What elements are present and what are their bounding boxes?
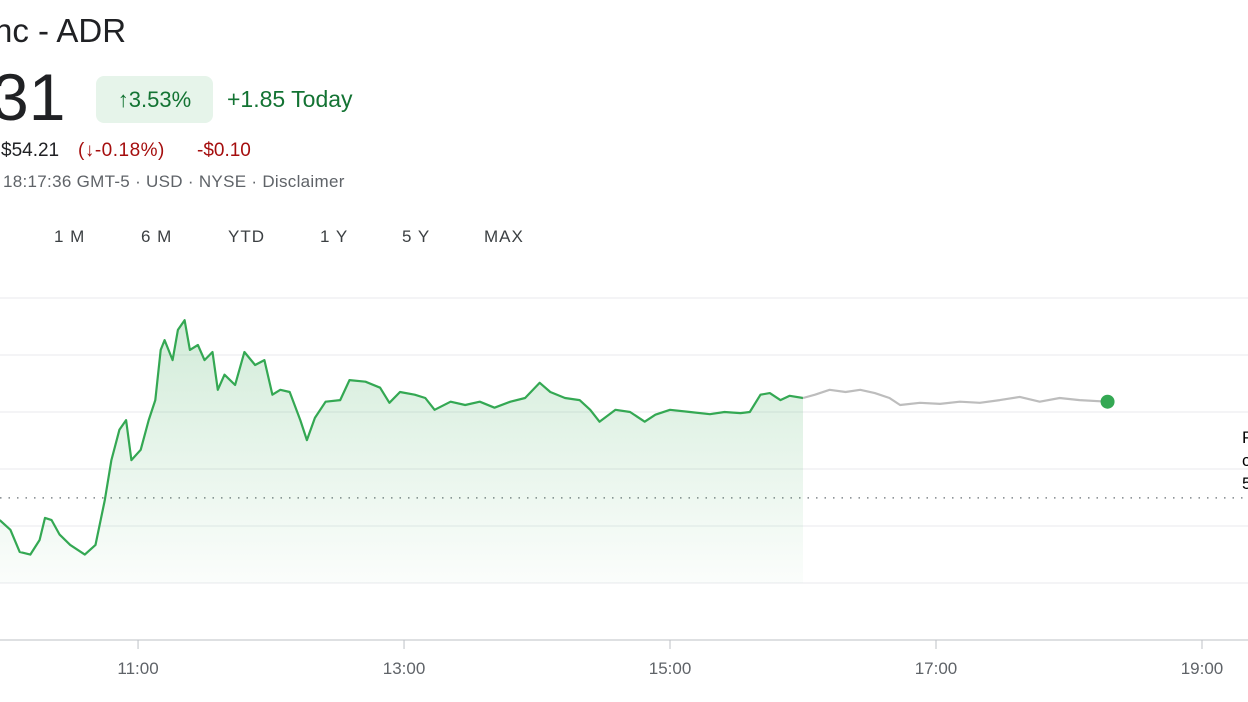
range-tab[interactable]: YTD xyxy=(228,227,265,246)
meta-info: 18:17:36 GMT-5 · USD · NYSE · Disclaimer xyxy=(3,172,345,191)
price: 31 xyxy=(0,60,66,134)
change-badge: ↑3.53% xyxy=(96,76,213,123)
range-tab[interactable]: 5 Y xyxy=(402,227,431,246)
price-line xyxy=(0,319,804,556)
change-today: +1.85 Today xyxy=(227,86,353,112)
range-tab[interactable]: 1 M xyxy=(54,227,86,246)
after-hours-percent: (↓-0.18%) xyxy=(78,140,165,161)
x-tick-label: 19:00 xyxy=(1181,659,1224,678)
x-tick-label: 15:00 xyxy=(649,659,692,678)
end-marker xyxy=(1100,394,1115,409)
range-tab[interactable]: 6 M xyxy=(141,227,173,246)
after-hours-price: $54.21 xyxy=(1,140,60,161)
range-tab[interactable]: 1 Y xyxy=(320,227,349,246)
area xyxy=(0,320,803,583)
x-tick-label: 17:00 xyxy=(915,659,958,678)
price-line xyxy=(802,388,1108,407)
side-text: P xyxy=(1242,428,1248,447)
x-tick-label: 13:00 xyxy=(383,659,426,678)
stock-name: nc - ADR xyxy=(0,12,127,49)
range-tab[interactable]: MAX xyxy=(484,227,524,246)
side-text: 5 xyxy=(1242,474,1248,493)
x-tick-label: 11:00 xyxy=(117,659,158,678)
after-hours-change: -$0.10 xyxy=(197,140,251,161)
side-text: c xyxy=(1242,451,1248,470)
